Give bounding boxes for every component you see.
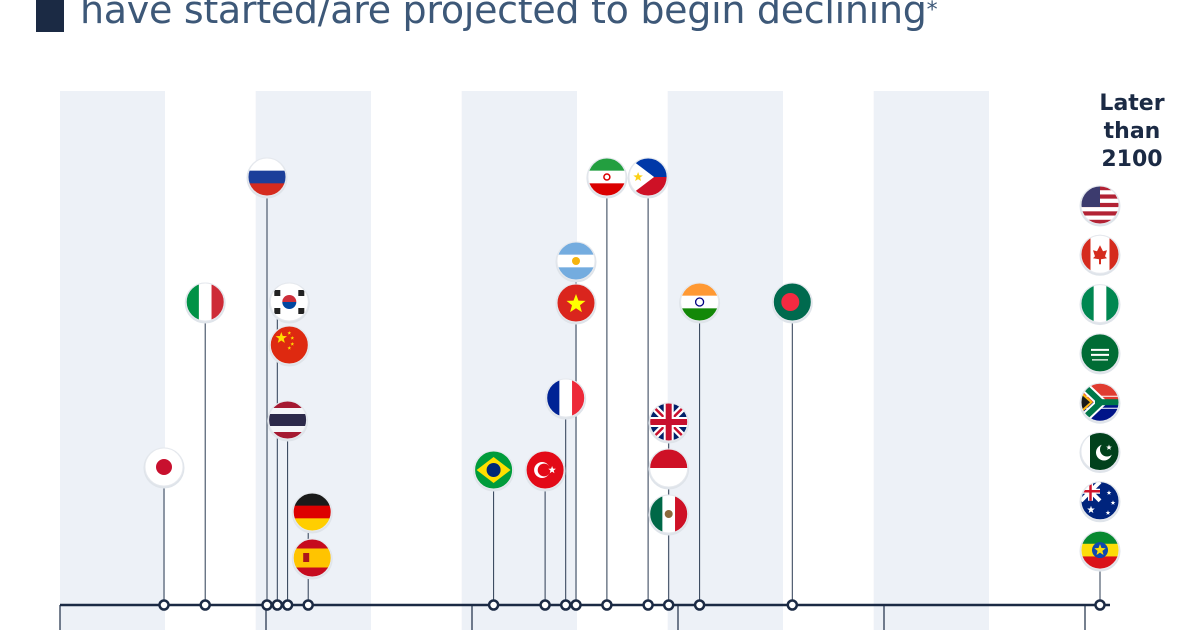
mexico-flag	[649, 495, 688, 533]
south-africa-flag	[1081, 383, 1119, 422]
uk-flag	[649, 403, 688, 441]
bangladesh-flag	[773, 283, 812, 321]
flag-ring	[1080, 530, 1120, 570]
flag-ring	[269, 325, 309, 365]
flag-ring	[1080, 185, 1120, 225]
year-marker	[570, 599, 582, 611]
flag-ring	[556, 283, 596, 323]
flag-ring	[1080, 432, 1120, 471]
year-marker	[281, 599, 294, 611]
flag-ring	[772, 282, 812, 322]
flag-ring	[649, 402, 689, 442]
flag-ring	[680, 282, 720, 322]
flag-ring	[556, 241, 596, 281]
argentina-flag	[557, 242, 595, 280]
ethiopia-flag	[1081, 531, 1119, 570]
turkey-flag	[526, 451, 565, 489]
indonesia-flag	[649, 449, 688, 487]
brazil-flag	[474, 451, 513, 489]
vietnam-flag	[557, 284, 595, 322]
japan-flag	[145, 448, 183, 486]
year-marker	[786, 599, 799, 611]
nigeria-flag	[1081, 284, 1119, 323]
canada-flag	[1081, 235, 1119, 274]
philippines-flag	[629, 158, 668, 196]
title-accent-bar	[36, 0, 64, 32]
year-marker	[261, 599, 273, 611]
saudi-arabia-flag	[1081, 333, 1119, 372]
russia-flag	[248, 158, 286, 196]
flag-ring	[268, 400, 308, 440]
year-marker	[662, 599, 675, 611]
south-korea-flag	[270, 283, 309, 321]
decade-band	[461, 91, 577, 630]
title-text: have started/are projected to begin decl…	[80, 0, 927, 32]
flag-ring	[649, 448, 689, 488]
year-marker	[642, 599, 654, 611]
pakistan-flag	[1081, 432, 1119, 471]
flag-ring	[292, 492, 332, 532]
year-marker	[487, 599, 500, 611]
france-flag	[546, 379, 585, 417]
decade-band	[60, 91, 165, 630]
flag-ring	[144, 447, 184, 487]
title-footnote-marker: *	[926, 0, 938, 23]
chart-title: have started/are projected to begin decl…	[80, 0, 938, 32]
year-marker	[302, 599, 314, 611]
flag-ring	[649, 494, 689, 534]
usa-flag	[1081, 186, 1119, 224]
year-marker	[693, 599, 706, 611]
flag-ring	[185, 282, 225, 322]
flag-ring	[546, 378, 586, 418]
flag-ring	[1080, 234, 1120, 274]
flag-ring	[269, 282, 309, 322]
germany-flag	[293, 493, 332, 531]
australia-flag	[1081, 481, 1119, 520]
flag-ring	[628, 157, 668, 197]
italy-flag	[186, 283, 225, 321]
china-flag	[270, 326, 309, 364]
india-flag	[680, 283, 719, 321]
flag-ring	[1080, 382, 1120, 422]
decade-band	[873, 91, 989, 630]
later-than-2100-label: Later than 2100	[1099, 91, 1165, 172]
spain-flag	[293, 539, 332, 577]
iran-flag	[587, 158, 626, 196]
thailand-flag	[268, 401, 307, 439]
year-marker	[539, 599, 551, 611]
flag-ring	[1080, 284, 1120, 324]
year-marker	[601, 599, 613, 611]
flag-ring	[1080, 481, 1120, 521]
year-marker	[271, 599, 284, 611]
flag-ring	[292, 538, 332, 578]
decade-band	[667, 91, 783, 630]
flag-ring	[1080, 333, 1120, 373]
flag-ring	[587, 157, 627, 197]
flag-ring	[525, 450, 565, 490]
year-marker	[1094, 599, 1106, 611]
flag-ring	[474, 450, 514, 490]
year-marker	[199, 599, 211, 611]
year-marker	[559, 599, 572, 611]
year-marker	[158, 599, 170, 611]
flag-ring	[247, 157, 287, 197]
